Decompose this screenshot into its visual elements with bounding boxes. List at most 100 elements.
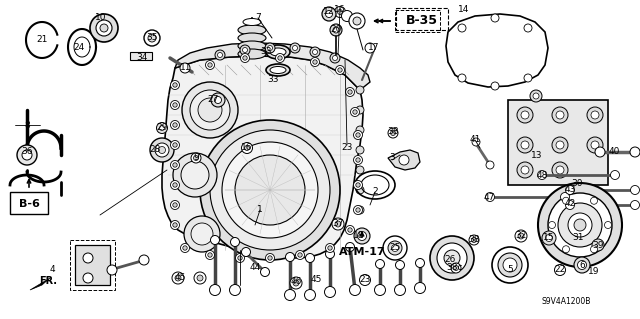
- Circle shape: [144, 30, 160, 46]
- Circle shape: [150, 138, 174, 162]
- Circle shape: [595, 147, 605, 157]
- Circle shape: [208, 253, 212, 257]
- Circle shape: [356, 186, 364, 194]
- Circle shape: [630, 147, 640, 157]
- Circle shape: [90, 14, 118, 42]
- Text: 46: 46: [291, 278, 301, 286]
- Circle shape: [170, 181, 179, 189]
- Circle shape: [326, 249, 335, 258]
- Circle shape: [430, 236, 474, 280]
- Circle shape: [533, 93, 539, 99]
- Circle shape: [444, 250, 460, 266]
- Circle shape: [574, 219, 586, 231]
- Circle shape: [353, 130, 362, 139]
- Circle shape: [170, 160, 179, 169]
- Circle shape: [214, 97, 221, 103]
- Circle shape: [175, 275, 181, 281]
- Circle shape: [241, 54, 250, 63]
- Circle shape: [563, 197, 570, 204]
- Ellipse shape: [270, 48, 286, 56]
- Circle shape: [498, 253, 522, 277]
- Text: 16: 16: [334, 5, 346, 14]
- Text: 35: 35: [147, 33, 157, 42]
- Circle shape: [561, 192, 570, 202]
- Text: 16: 16: [241, 144, 253, 152]
- Ellipse shape: [238, 49, 266, 59]
- Circle shape: [552, 162, 568, 178]
- Circle shape: [218, 53, 223, 57]
- Text: 29: 29: [156, 123, 168, 132]
- Circle shape: [173, 183, 177, 187]
- Ellipse shape: [270, 66, 286, 73]
- Circle shape: [338, 68, 342, 72]
- Circle shape: [191, 153, 201, 163]
- Circle shape: [180, 243, 189, 253]
- Text: 45: 45: [174, 273, 186, 283]
- Text: ATM-17: ATM-17: [339, 247, 385, 257]
- Circle shape: [205, 250, 214, 259]
- Text: 44: 44: [250, 263, 260, 272]
- Ellipse shape: [238, 41, 266, 51]
- Circle shape: [353, 110, 357, 114]
- Circle shape: [333, 27, 339, 33]
- Circle shape: [524, 24, 532, 32]
- Text: 18: 18: [353, 232, 365, 241]
- Circle shape: [173, 143, 177, 147]
- Circle shape: [356, 158, 360, 162]
- Circle shape: [285, 290, 296, 300]
- Circle shape: [173, 153, 217, 197]
- Circle shape: [337, 10, 342, 14]
- Circle shape: [399, 155, 409, 165]
- Circle shape: [100, 24, 108, 32]
- Circle shape: [353, 17, 361, 25]
- Circle shape: [342, 11, 353, 21]
- Circle shape: [205, 61, 214, 70]
- Circle shape: [348, 90, 352, 94]
- Circle shape: [353, 181, 362, 189]
- Circle shape: [454, 265, 458, 271]
- Circle shape: [376, 259, 385, 269]
- Ellipse shape: [238, 25, 266, 35]
- Text: 38: 38: [387, 128, 399, 137]
- Circle shape: [591, 197, 598, 204]
- Circle shape: [326, 243, 335, 253]
- Circle shape: [556, 141, 564, 149]
- Circle shape: [275, 54, 285, 63]
- Circle shape: [170, 80, 179, 90]
- Text: 38c: 38c: [447, 263, 463, 272]
- Circle shape: [181, 161, 209, 189]
- Circle shape: [200, 120, 340, 260]
- Circle shape: [209, 285, 221, 295]
- Circle shape: [548, 221, 556, 228]
- Polygon shape: [30, 278, 50, 290]
- Circle shape: [538, 170, 547, 180]
- Text: B-6: B-6: [19, 199, 40, 209]
- Circle shape: [324, 286, 335, 298]
- Circle shape: [170, 121, 179, 130]
- Circle shape: [437, 243, 467, 273]
- Text: 43: 43: [564, 186, 576, 195]
- Circle shape: [332, 218, 344, 230]
- Circle shape: [268, 256, 272, 260]
- Circle shape: [472, 138, 480, 146]
- Circle shape: [215, 50, 225, 60]
- Circle shape: [566, 201, 575, 210]
- Circle shape: [241, 143, 253, 153]
- Circle shape: [173, 163, 177, 167]
- Circle shape: [326, 11, 333, 18]
- Text: 7: 7: [255, 12, 261, 21]
- Circle shape: [592, 239, 604, 251]
- Circle shape: [107, 265, 117, 275]
- Circle shape: [243, 48, 248, 53]
- Circle shape: [330, 24, 342, 36]
- Text: 23: 23: [359, 276, 371, 285]
- Text: 33: 33: [268, 76, 279, 85]
- Circle shape: [211, 93, 225, 107]
- Circle shape: [83, 253, 93, 263]
- Circle shape: [346, 242, 355, 251]
- Circle shape: [313, 60, 317, 64]
- Circle shape: [390, 130, 396, 136]
- Circle shape: [346, 87, 355, 97]
- Text: FR.: FR.: [39, 276, 57, 286]
- Text: 37: 37: [332, 219, 344, 228]
